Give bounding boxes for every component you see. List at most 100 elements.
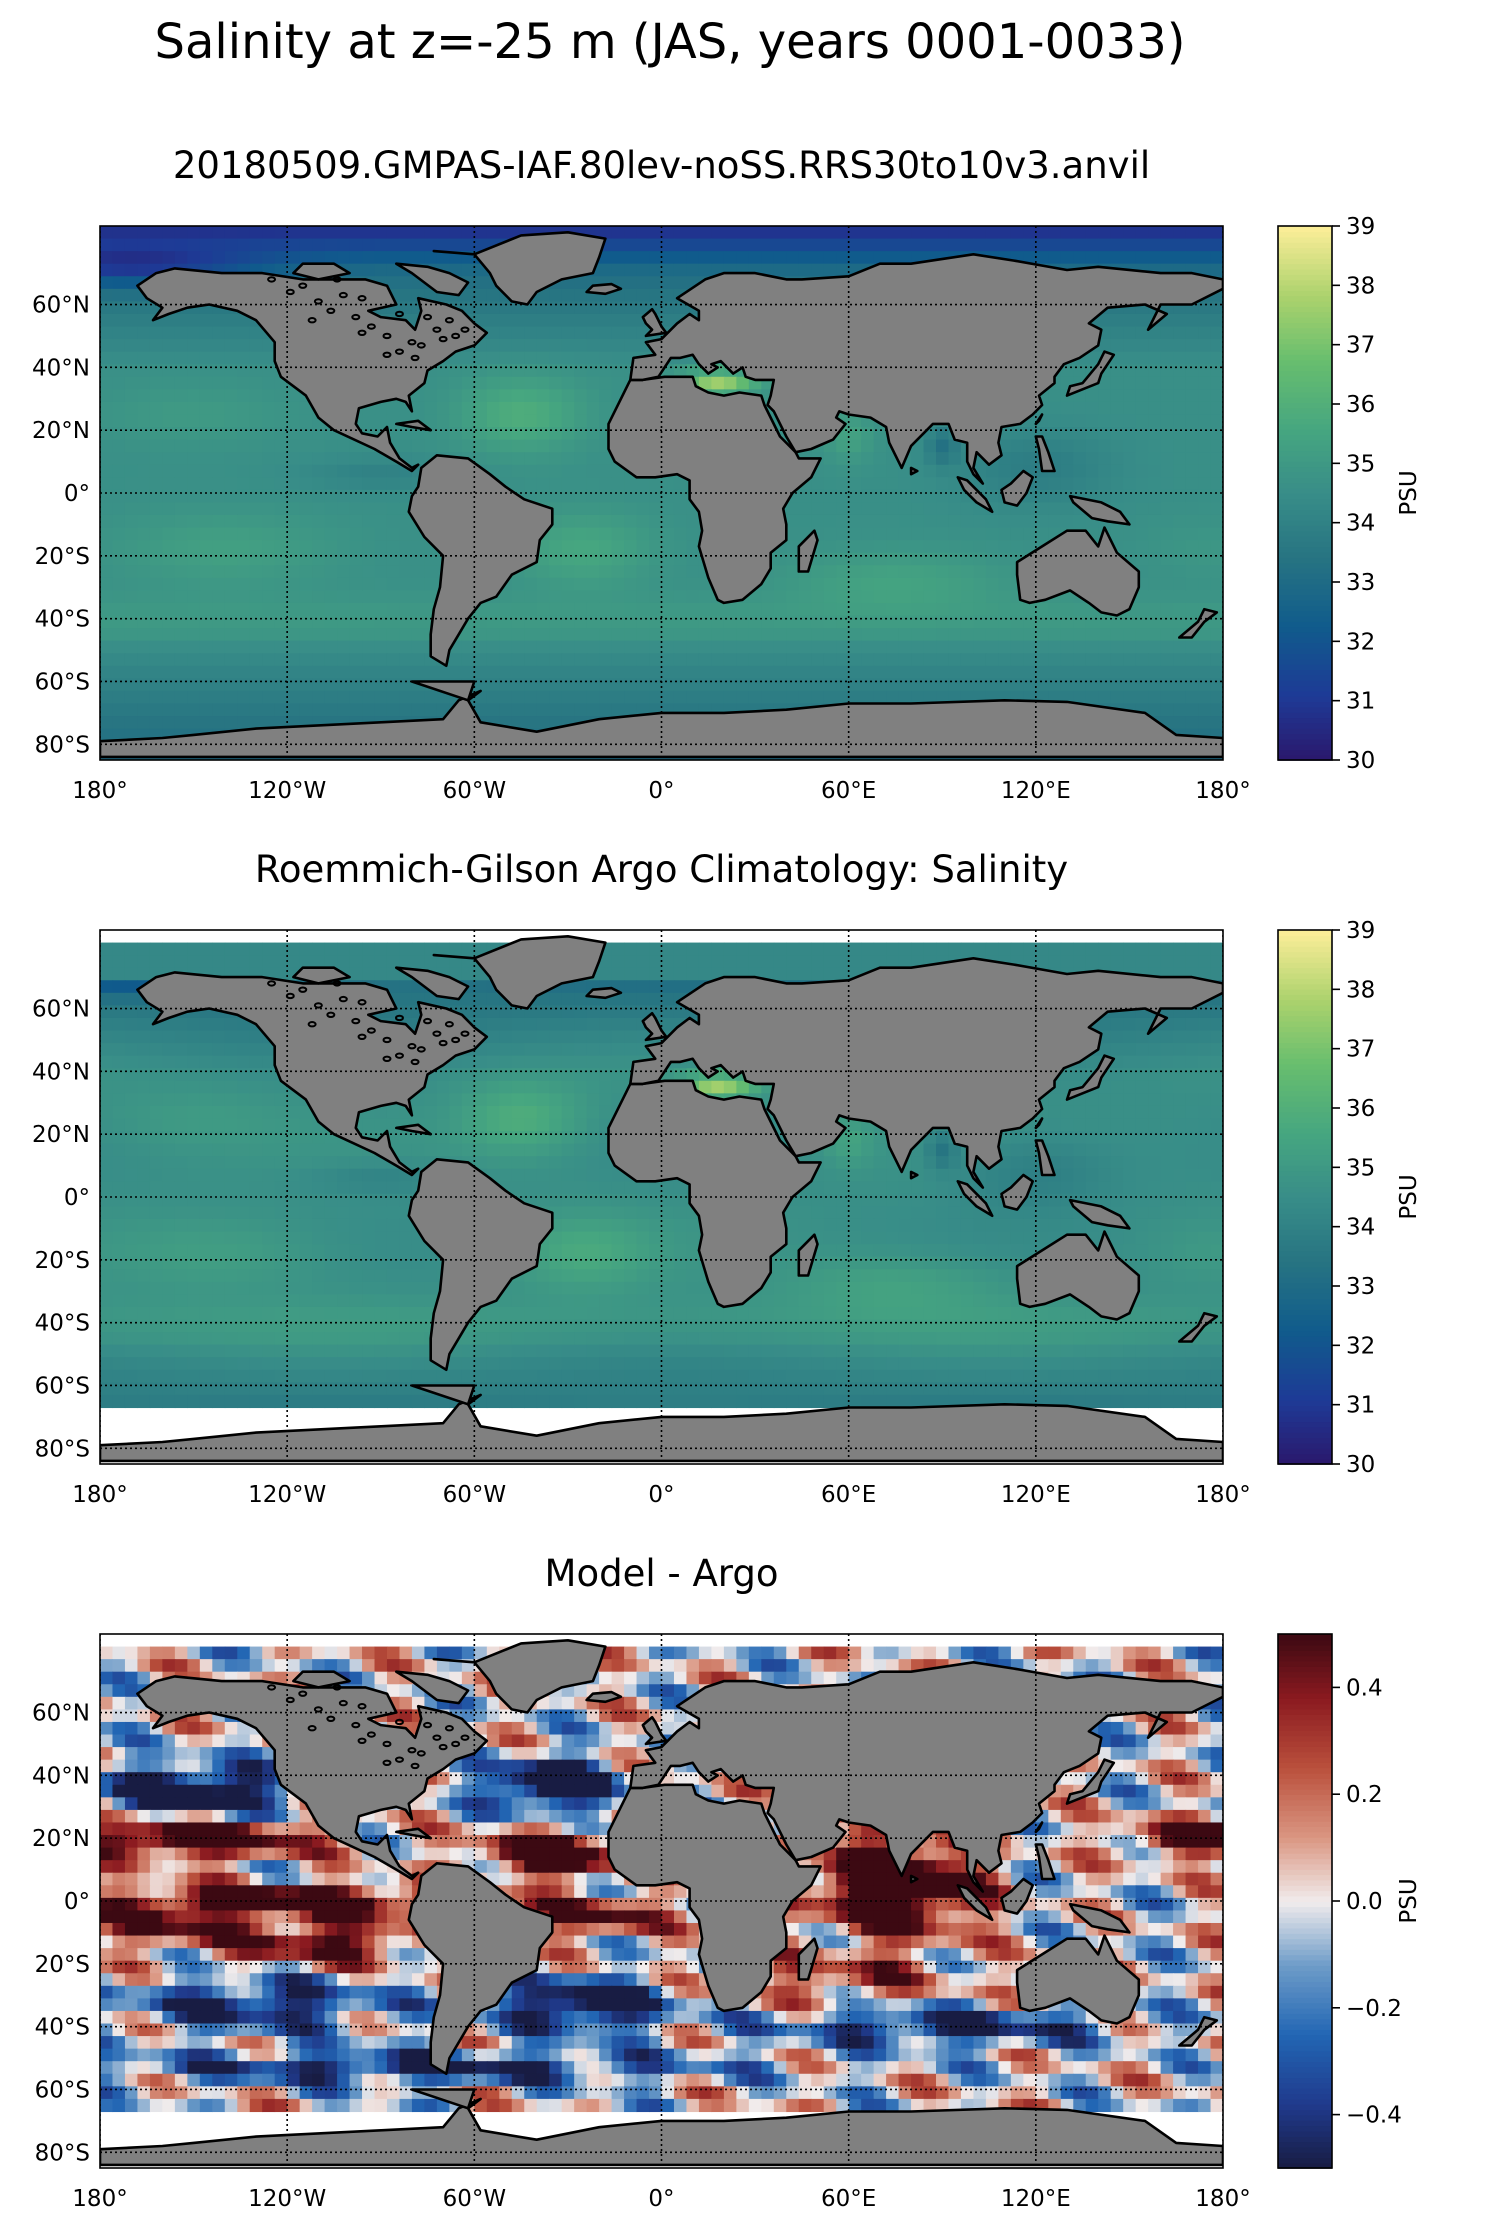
lake-outline (366, 1731, 376, 1738)
continent-outline (1034, 1843, 1056, 1881)
continent-outline (136, 971, 489, 1177)
x-tick-label: 60°E (821, 2186, 876, 2212)
lake-outline (267, 1684, 277, 1691)
land (100, 231, 1223, 759)
lake-outline (423, 1721, 433, 1729)
x-tick-label: 60°E (821, 778, 876, 804)
colorbar-label: PSU (1396, 1878, 1422, 1923)
continent-outline (629, 1661, 1223, 1893)
continent-outline (395, 262, 470, 297)
continent-outline (395, 966, 470, 1001)
continent-outline (1034, 435, 1056, 473)
y-tick-label: 60°S (35, 669, 90, 695)
panel-title: Roemmich-Gilson Argo Climatology: Salini… (255, 848, 1068, 891)
lake-outline (351, 313, 361, 321)
x-tick-label: 120°E (1001, 1482, 1071, 1508)
lake-outline (307, 1021, 317, 1028)
continent-outline (1034, 1139, 1056, 1177)
continent-outline (410, 2088, 476, 2110)
lake-outline (357, 329, 367, 336)
colorbar-tick-label: 35 (1346, 1155, 1375, 1181)
lake-outline (313, 298, 323, 305)
y-tick-label: 60°S (35, 2077, 90, 2103)
lake-outline (307, 1725, 317, 1732)
colorbar-tick-label: 39 (1346, 918, 1375, 944)
colorbar-tick-label: 38 (1346, 977, 1375, 1003)
lake-outline (357, 999, 367, 1006)
continent-outline (909, 1170, 919, 1180)
colorbar: −0.4 −0.2 0.0 0.2 0.4 PSU (1277, 1633, 1422, 2169)
figure-title: Salinity at z=-25 m (JAS, years 0001-003… (154, 14, 1186, 70)
lake-outline (407, 1043, 417, 1050)
y-tick-label: 20°N (32, 418, 90, 444)
lake-outline (394, 1014, 404, 1022)
y-tick-label: 80°S (35, 1436, 90, 1462)
lake-outline (438, 1743, 448, 1751)
land (100, 935, 1223, 1463)
continent-outline (1068, 1198, 1131, 1230)
continent-outline (407, 1862, 554, 2076)
colorbar-tick-label: 0.2 (1346, 1782, 1383, 1808)
lake-outline (410, 354, 420, 362)
y-tick-label: 60°S (35, 1373, 90, 1399)
continent-outline (1068, 494, 1131, 526)
x-tick-label: 60°W (443, 778, 507, 804)
x-tick-label: 0° (648, 778, 674, 804)
lake-outline (382, 1759, 392, 1766)
y-tick-label: 40°S (35, 607, 90, 633)
gridlines (100, 930, 1223, 1464)
lake-outline (313, 1002, 323, 1009)
continent-outline (629, 957, 1223, 1189)
y-tick-label: 20°N (32, 1826, 90, 1852)
continent-outline (607, 1783, 822, 2013)
y-tick-label: 80°S (35, 2140, 90, 2166)
lake-outline (357, 1033, 367, 1041)
map-panel-3: Model - Argo 180° 120°W 60°W 0° 60°E 120°E 180°… (32, 1552, 1422, 2212)
lake-outline (351, 1721, 361, 1729)
lake-outline (423, 313, 433, 321)
lake-outline (382, 1740, 392, 1748)
continent-outline (1000, 469, 1034, 507)
lake-outline (357, 1737, 367, 1745)
continent-outline (585, 986, 623, 1000)
x-tick-label: 120°W (248, 1482, 326, 1508)
continent-outline (797, 529, 819, 573)
lake-outline (410, 1058, 420, 1066)
y-tick-label: 40°N (32, 1763, 90, 1789)
lake-outline (326, 1011, 336, 1019)
lake-outline (416, 1046, 426, 1053)
lake-outline (394, 1718, 404, 1726)
lake-outline (451, 1036, 461, 1044)
colorbar-tick-label: 36 (1346, 1096, 1375, 1122)
colorbar-tick-label: 0.4 (1346, 1675, 1383, 1701)
lake-outline (382, 332, 392, 340)
lake-outline (451, 1740, 461, 1748)
lake-outline (432, 326, 442, 333)
continent-outline (136, 1675, 489, 1881)
y-tick-label: 40°N (32, 355, 90, 381)
x-tick-label: 180° (72, 2186, 127, 2212)
y-tick-label: 20°S (35, 1248, 90, 1274)
continent-outline (1015, 1230, 1141, 1321)
continent-outline (1065, 1054, 1116, 1101)
colorbar-tick-label: 39 (1346, 214, 1375, 240)
y-tick-label: 0° (64, 481, 90, 507)
colorbar-tick-label: 33 (1346, 1274, 1375, 1300)
continent-outline (607, 1079, 822, 1309)
y-tick-label: 40°S (35, 2015, 90, 2041)
colorbar-tick-label: 34 (1346, 1215, 1375, 1241)
map-panel-1: 20180509.GMPAS-IAF.80lev-noSS.RRS30to10v… (32, 144, 1422, 804)
lake-outline (460, 1734, 470, 1741)
lake-outline (407, 1747, 417, 1754)
continent-outline (797, 1233, 819, 1277)
continent-outline (1000, 1173, 1034, 1211)
y-tick-label: 20°S (35, 544, 90, 570)
lake-outline (351, 1017, 361, 1025)
lake-outline (416, 342, 426, 349)
continent-outline (292, 966, 351, 985)
map-panel-2: Roemmich-Gilson Argo Climatology: Salini… (32, 848, 1422, 1508)
lake-outline (267, 980, 277, 987)
colorbar-frame (1277, 225, 1333, 761)
